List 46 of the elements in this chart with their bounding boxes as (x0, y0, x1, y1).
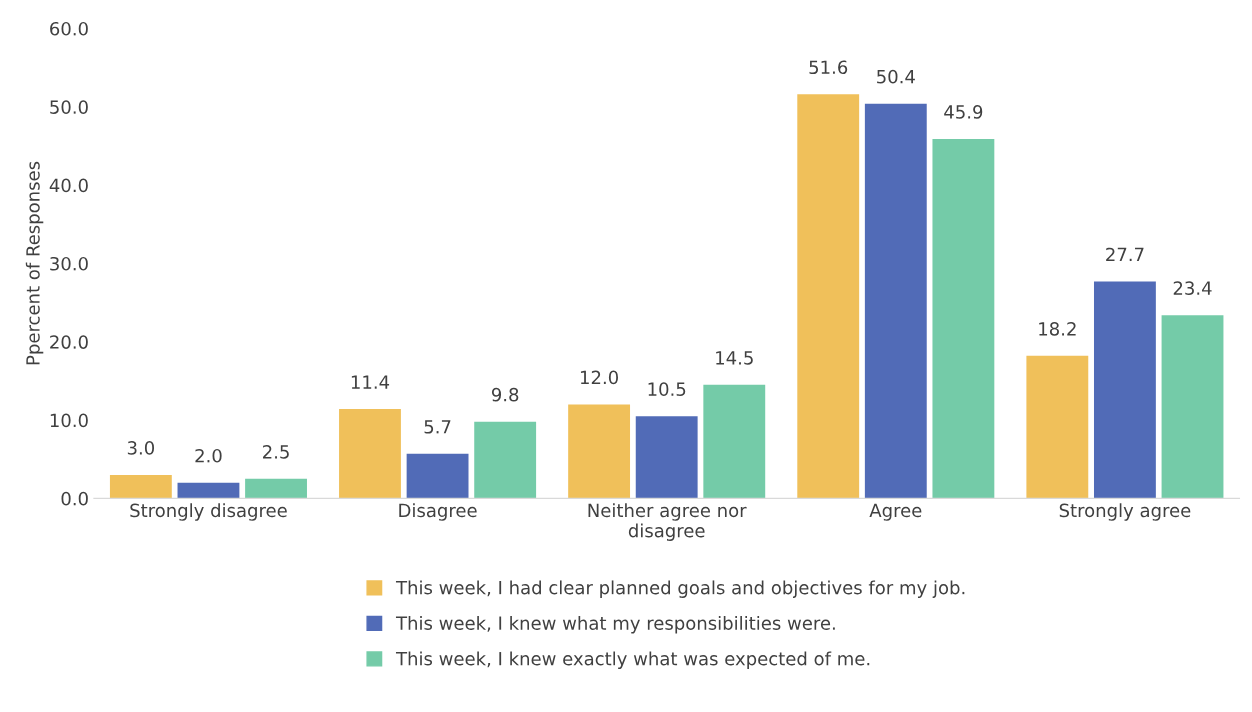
x-tick-label: Disagree (399, 503, 477, 521)
data-label: 51.6 (809, 60, 848, 75)
x-tick-label: Strongly disagree (130, 503, 287, 521)
data-label: 2.5 (263, 445, 289, 459)
data-label: 9.8 (491, 387, 519, 402)
y-tick-label: 0.0 (61, 491, 88, 506)
bar (864, 103, 927, 499)
bar (245, 478, 307, 499)
y-tick-label: 10.0 (50, 413, 88, 428)
bar (703, 384, 766, 499)
bar (1093, 281, 1156, 499)
data-label: 12.0 (580, 370, 618, 385)
y-tick-label: 20.0 (50, 335, 88, 349)
y-axis-title: Ppercent of Responses (25, 161, 44, 365)
data-label: 11.4 (351, 375, 390, 389)
bar (339, 409, 401, 499)
data-label: 27.7 (1106, 247, 1144, 262)
data-label: 3.0 (127, 441, 155, 455)
legend-label: This week, I knew what my responsibilities were. (395, 615, 835, 634)
y-tick-label: 40.0 (49, 178, 88, 193)
legend-label: This week, I had clear planned goals and objectives for my job. (395, 580, 965, 598)
bar (797, 94, 860, 499)
x-tick-label: Strongly agree (1059, 503, 1191, 521)
bar (177, 482, 240, 499)
y-tick-label: 50.0 (50, 100, 88, 114)
legend-label: This week, I knew exactly what was expected of me. (395, 651, 870, 669)
bar (568, 404, 631, 499)
bar (932, 138, 995, 499)
data-label: 23.4 (1173, 281, 1212, 295)
bar (635, 416, 698, 499)
bar (474, 421, 537, 499)
data-label: 5.7 (424, 420, 451, 434)
x-tick-label: Agree (869, 503, 922, 521)
bar (1026, 355, 1089, 499)
y-tick-label: 30.0 (50, 256, 88, 271)
bar (109, 474, 172, 499)
data-label: 14.5 (716, 351, 753, 365)
bar (1161, 315, 1224, 499)
y-tick-label: 60.0 (50, 21, 88, 36)
data-label: 18.2 (1039, 322, 1076, 336)
data-label: 50.4 (877, 69, 915, 84)
data-label: 10.5 (648, 382, 686, 396)
data-label: 45.9 (944, 105, 983, 119)
x-tick-label: Neither agree nor disagree (588, 503, 747, 541)
data-label: 2.0 (195, 448, 222, 463)
bar (406, 453, 469, 499)
